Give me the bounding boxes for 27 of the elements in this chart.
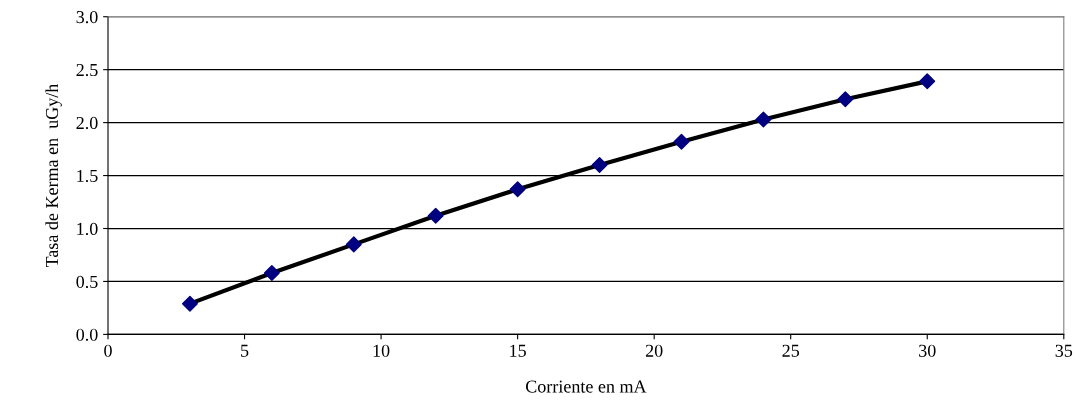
x-tick-label: 0 [104, 344, 112, 357]
y-axis-title: Tasa de Kerma en uGy/h [45, 83, 62, 268]
x-tick-label: 20 [645, 344, 663, 357]
x-tick-label: 5 [241, 344, 249, 357]
point [755, 111, 772, 128]
x-tick-label: 35 [1055, 344, 1073, 357]
point [181, 295, 198, 312]
x-tick-label: 10 [373, 344, 390, 357]
y-tick-label: 0.5 [76, 275, 98, 288]
x-tick-label: 25 [782, 344, 800, 357]
y-tick-label: 2.0 [76, 116, 98, 130]
y-tick-label: 3.0 [76, 10, 98, 24]
y-tick-label: 2.5 [76, 63, 98, 77]
x-tick-label: 30 [919, 344, 936, 357]
point [919, 73, 936, 90]
y-tick-label: 1.5 [77, 169, 98, 183]
point [673, 133, 690, 150]
point [345, 236, 362, 253]
point [263, 265, 280, 281]
point [837, 91, 854, 108]
x-tick-label: 15 [510, 344, 526, 357]
y-tick-label: 1.0 [77, 222, 98, 236]
point [591, 156, 608, 173]
point [427, 207, 444, 224]
x-axis-title: Corriente en mA [525, 380, 647, 393]
point [509, 181, 526, 198]
y-tick-label: 0.0 [76, 328, 98, 341]
